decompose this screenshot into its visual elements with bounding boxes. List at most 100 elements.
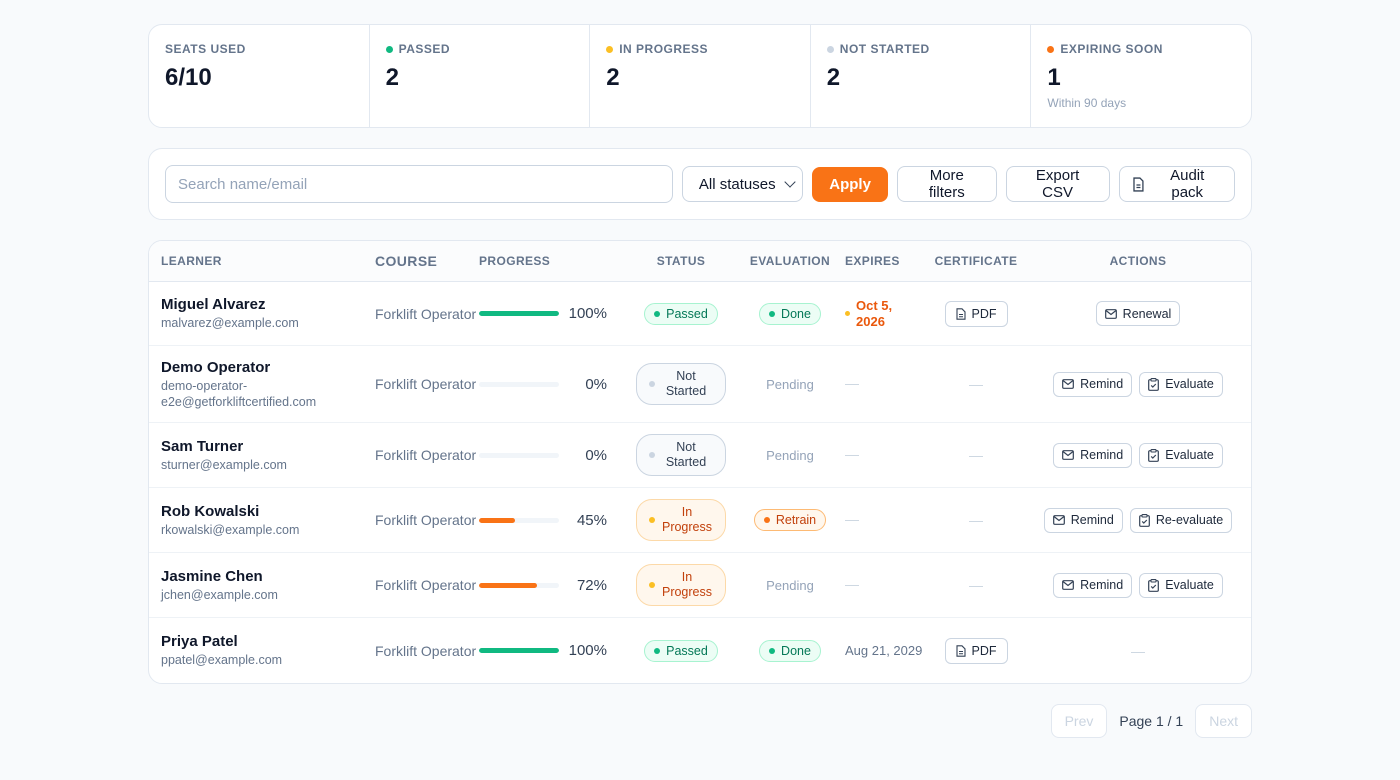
certificate-empty: — bbox=[969, 512, 983, 528]
remind-button[interactable]: Remind bbox=[1053, 442, 1133, 468]
learner-cell: Jasmine Chen jchen@example.com bbox=[149, 568, 375, 603]
table-row: Jasmine Chen jchen@example.com Forklift Op… bbox=[149, 553, 1251, 618]
header-course[interactable]: COURSE bbox=[375, 253, 438, 269]
progress-percent: 0% bbox=[585, 375, 607, 393]
evaluation-cell: Pending bbox=[741, 448, 839, 463]
course-name: Forklift Operator bbox=[375, 577, 477, 593]
table-row: Demo Operator demo-operator-e2e@getforkli… bbox=[149, 346, 1251, 423]
progress-bar bbox=[479, 517, 559, 523]
course-name: Forklift Operator bbox=[375, 642, 477, 659]
evaluation-badge: Done bbox=[759, 302, 821, 325]
search-input[interactable] bbox=[165, 165, 673, 203]
learner-cell: Miguel Alvarez malvarez@example.com bbox=[149, 296, 375, 331]
renewal-button[interactable]: Renewal bbox=[1095, 301, 1181, 326]
next-page-button[interactable]: Next bbox=[1195, 704, 1252, 738]
progress-bar bbox=[479, 311, 559, 316]
course-name: Forklift Operator bbox=[375, 512, 477, 528]
progress-bar bbox=[479, 648, 559, 653]
learner-cell: Sam Turner sturner@example.com bbox=[149, 438, 375, 473]
progress-bar bbox=[479, 452, 559, 458]
expires-empty: — bbox=[845, 511, 859, 527]
audit-pack-button[interactable]: Audit pack bbox=[1118, 166, 1235, 202]
status-select[interactable]: All statuses bbox=[681, 166, 804, 202]
evaluate-button[interactable]: Evaluate bbox=[1139, 371, 1223, 397]
status-badge: In Progress bbox=[636, 564, 726, 606]
more-filters-button[interactable]: More filters bbox=[896, 166, 997, 202]
expires-empty: — bbox=[845, 576, 859, 592]
learner-name[interactable]: Priya Patel bbox=[161, 633, 238, 650]
warning-dot bbox=[845, 311, 850, 316]
export-csv-button[interactable]: Export CSV bbox=[1005, 166, 1110, 202]
stat-seats-used: SEATS USED 6/10 bbox=[149, 25, 369, 127]
course-name: Forklift Operator bbox=[375, 447, 477, 463]
status-badge: In Progress bbox=[636, 499, 726, 541]
mail-icon bbox=[1104, 308, 1117, 319]
actions-cell: — bbox=[1025, 643, 1251, 659]
progress-bar bbox=[479, 381, 559, 387]
status-dot bbox=[826, 45, 834, 53]
table-row: Rob Kowalski rkowalski@example.com Forklif… bbox=[149, 488, 1251, 553]
certificate-pdf-button[interactable]: PDF bbox=[944, 637, 1008, 664]
expires-empty: — bbox=[845, 446, 859, 462]
learner-email: demo-operator-e2e@getforkliftcertified.c… bbox=[161, 378, 317, 409]
progress-cell: 72% bbox=[479, 577, 621, 594]
learner-cell: Priya Patel ppatel@example.com bbox=[149, 633, 375, 668]
status-cell: Not Started bbox=[621, 434, 741, 476]
remind-button[interactable]: Remind bbox=[1053, 371, 1133, 397]
expires-date: Aug 21, 2029 bbox=[845, 643, 923, 658]
learner-name[interactable]: Rob Kowalski bbox=[161, 502, 260, 520]
progress-cell: 0% bbox=[479, 447, 621, 464]
stat-label: IN PROGRESS bbox=[619, 42, 709, 56]
certificate-pdf-button[interactable]: PDF bbox=[944, 300, 1008, 327]
progress-cell: 0% bbox=[479, 376, 621, 393]
header-status[interactable]: STATUS bbox=[656, 254, 706, 268]
stat-expiring-soon: EXPIRING SOON 1 Within 90 days bbox=[1030, 25, 1251, 127]
re-evaluate-button[interactable]: Re-evaluate bbox=[1129, 507, 1233, 533]
expires-empty: — bbox=[845, 375, 859, 391]
learner-name[interactable]: Sam Turner bbox=[161, 437, 244, 455]
table-header: LEARNER COURSE PROGRESS STATUS EVALUATIO… bbox=[149, 241, 1251, 282]
evaluate-button[interactable]: Evaluate bbox=[1139, 442, 1223, 468]
stat-label: SEATS USED bbox=[165, 42, 246, 56]
remind-button[interactable]: Remind bbox=[1053, 572, 1133, 598]
stat-label: EXPIRING SOON bbox=[1060, 42, 1163, 56]
progress-percent: 45% bbox=[576, 511, 607, 529]
actions-cell: Remind Evaluate bbox=[1025, 371, 1251, 397]
evaluation-cell: Pending bbox=[741, 377, 839, 392]
progress-percent: 0% bbox=[585, 446, 607, 464]
learner-name[interactable]: Miguel Alvarez bbox=[161, 296, 266, 313]
header-learner[interactable]: LEARNER bbox=[161, 254, 222, 268]
prev-page-button[interactable]: Prev bbox=[1050, 704, 1108, 738]
progress-percent: 100% bbox=[568, 305, 607, 322]
learner-email: rkowalski@example.com bbox=[161, 522, 300, 537]
header-evaluation[interactable]: EVALUATION bbox=[749, 254, 831, 268]
progress-bar-fill bbox=[479, 582, 537, 588]
certificate-empty: — bbox=[969, 447, 983, 463]
clipboard-icon bbox=[1148, 578, 1160, 592]
status-badge: Passed bbox=[644, 302, 718, 325]
apply-button[interactable]: Apply bbox=[812, 166, 888, 202]
status-dot bbox=[649, 452, 655, 458]
learner-name[interactable]: Demo Operator bbox=[161, 358, 271, 376]
evaluation-badge: Done bbox=[759, 639, 821, 662]
header-progress[interactable]: PROGRESS bbox=[479, 254, 551, 268]
status-dot bbox=[649, 517, 655, 523]
stat-passed: PASSED 2 bbox=[368, 25, 590, 127]
page-content: SEATS USED 6/10 PASSED 2 IN PROGRESS 2 N… bbox=[148, 24, 1252, 684]
learner-name[interactable]: Jasmine Chen bbox=[161, 567, 263, 585]
mail-icon bbox=[1062, 580, 1075, 590]
expires-cell: — bbox=[839, 511, 927, 529]
header-expires[interactable]: EXPIRES bbox=[845, 254, 900, 268]
status-dot bbox=[385, 45, 393, 53]
page-indicator: Page 1 / 1 bbox=[1119, 713, 1184, 729]
audit-pack-label: Audit pack bbox=[1170, 167, 1205, 201]
expires-cell: Aug 21, 2029 bbox=[839, 641, 927, 660]
remind-button[interactable]: Remind bbox=[1043, 507, 1123, 533]
evaluate-button[interactable]: Evaluate bbox=[1139, 572, 1223, 598]
certificate-cell: PDF bbox=[927, 637, 1025, 664]
stat-value: 6/10 bbox=[165, 64, 212, 91]
progress-cell: 45% bbox=[479, 512, 621, 529]
stats-summary: SEATS USED 6/10 PASSED 2 IN PROGRESS 2 N… bbox=[148, 24, 1252, 128]
expires-soon-date: Oct 5, 2026 bbox=[845, 298, 927, 330]
status-badge: Not Started bbox=[636, 363, 726, 405]
